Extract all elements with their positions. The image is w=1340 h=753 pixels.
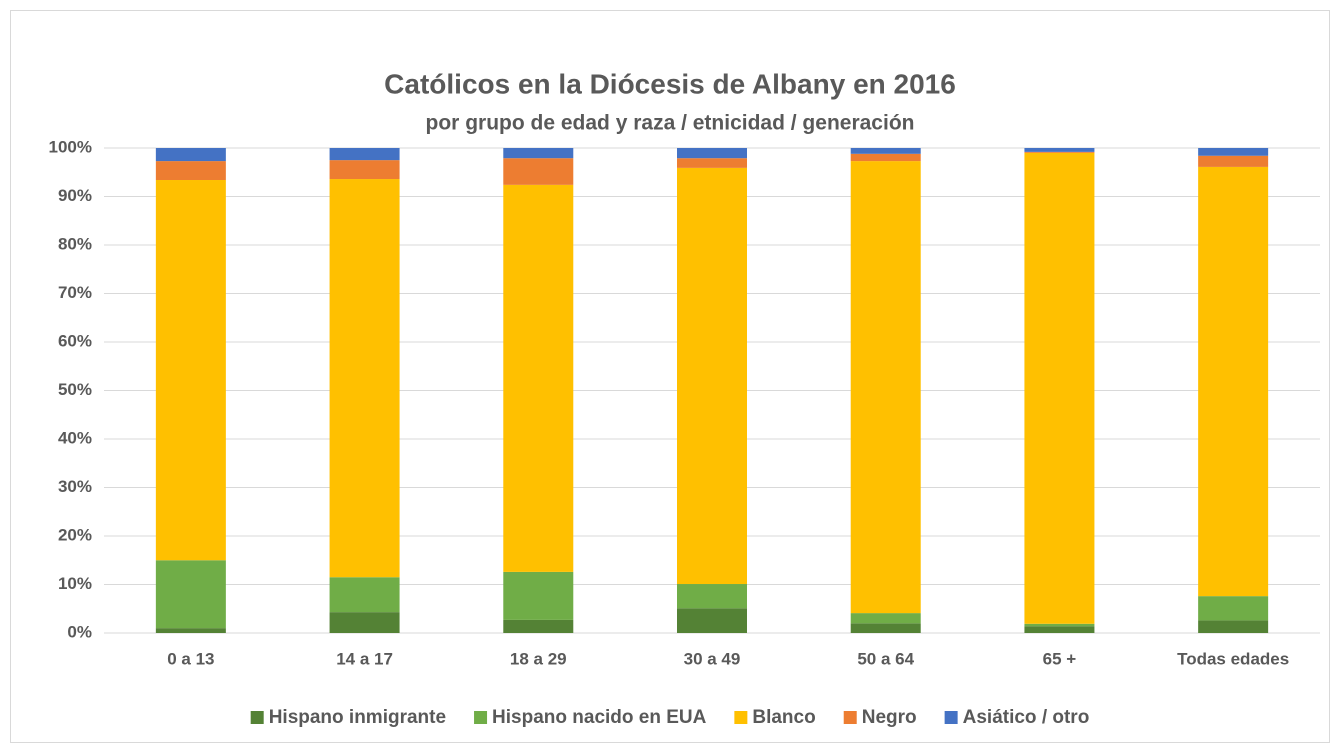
legend-label: Hispano nacido en EUA xyxy=(492,707,707,728)
legend-swatch xyxy=(474,711,488,724)
bar-segment xyxy=(329,612,400,633)
y-tick-label: 50% xyxy=(58,380,92,399)
chart-title: Católicos en la Diócesis de Albany en 20… xyxy=(384,68,956,99)
y-tick-label: 90% xyxy=(58,186,92,205)
y-tick-label: 20% xyxy=(58,525,92,544)
bar-segment xyxy=(1024,148,1095,152)
y-tick-label: 70% xyxy=(58,283,92,302)
y-tick-label: 0% xyxy=(67,622,92,641)
bar-segment xyxy=(1198,166,1269,597)
y-tick-label: 10% xyxy=(58,574,92,593)
y-tick-label: 80% xyxy=(58,234,92,253)
legend-swatch xyxy=(843,711,857,724)
y-tick-label: 100% xyxy=(49,137,92,156)
x-tick-label: 14 a 17 xyxy=(336,649,393,668)
bar-segment xyxy=(677,148,747,159)
bar-segment xyxy=(329,160,400,180)
x-tick-label: 0 a 13 xyxy=(167,649,214,668)
bar-segment xyxy=(1198,620,1269,633)
legend-swatch xyxy=(250,711,264,724)
legend-label: Asiático / otro xyxy=(963,707,1090,728)
x-tick-label: Todas edades xyxy=(1177,649,1289,668)
x-tick-label: 30 a 49 xyxy=(684,649,741,668)
bar-segment xyxy=(850,153,921,162)
x-tick-label: 50 a 64 xyxy=(857,649,914,668)
bar-segment xyxy=(850,623,921,633)
legend-label: Blanco xyxy=(752,707,815,728)
y-tick-label: 30% xyxy=(58,477,92,496)
bar-segment xyxy=(677,584,747,609)
bar-segment xyxy=(677,158,747,168)
bar-segment xyxy=(850,148,921,154)
bar-segment xyxy=(1198,148,1269,156)
bar-segment xyxy=(503,571,574,620)
bar-segment xyxy=(1024,623,1095,627)
bar-segment xyxy=(1024,626,1095,633)
bar-segment xyxy=(503,158,574,185)
legend-label: Negro xyxy=(862,707,917,728)
bar-segment xyxy=(155,161,226,181)
chart-subtitle: por grupo de edad y raza / etnicidad / g… xyxy=(426,112,915,135)
bar-segment xyxy=(329,179,400,578)
legend-swatch xyxy=(734,711,748,724)
bar-segment xyxy=(1024,151,1095,153)
bar-segment xyxy=(677,167,747,585)
x-tick-label: 18 a 29 xyxy=(510,649,567,668)
bar-segment xyxy=(850,613,921,624)
legend-swatch xyxy=(944,711,958,724)
bar-segment xyxy=(329,148,400,161)
bar-segment xyxy=(155,560,226,629)
y-tick-label: 40% xyxy=(58,428,92,447)
bar-segment xyxy=(503,148,574,159)
bar-segment xyxy=(503,619,574,633)
bar-segment xyxy=(503,184,574,572)
bar-segment xyxy=(1024,152,1095,624)
bar-segment xyxy=(155,148,226,162)
bar-segment xyxy=(329,577,400,613)
chart-frame xyxy=(10,10,1330,743)
bar-segment xyxy=(677,608,747,633)
y-tick-label: 60% xyxy=(58,331,92,350)
x-tick-label: 65 + xyxy=(1043,649,1077,668)
bar-segment xyxy=(850,161,921,614)
bar-segment xyxy=(155,628,226,633)
bar-segment xyxy=(1198,155,1269,167)
bar-segment xyxy=(1198,596,1269,621)
bar-segment xyxy=(155,180,226,561)
legend-label: Hispano inmigrante xyxy=(269,707,446,728)
